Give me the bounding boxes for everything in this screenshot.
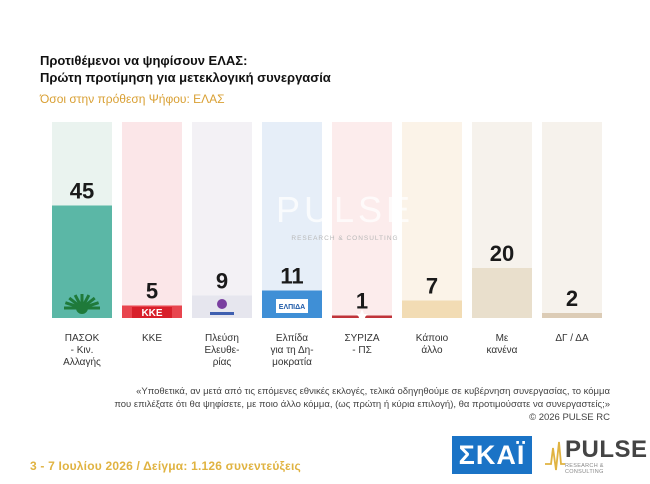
category-label: κανένα: [487, 344, 518, 356]
bar-chart: PULSE RESEARCH & CONSULTING 45 ΠΑΣΟΚ- Κιν.Α…: [52, 122, 602, 368]
category-label: Ελευθε-: [205, 345, 240, 356]
kke-logo-text: ΚΚΕ: [141, 308, 162, 319]
skai-logo: ΣΚΑΪ: [452, 436, 532, 474]
note-line-1: «Υποθετικά, αν μετά από τις επόμενες εθν…: [136, 386, 610, 397]
bar-value-label: 2: [566, 286, 578, 311]
bar: [402, 300, 462, 318]
column-background: [542, 122, 602, 318]
bar: [542, 313, 602, 318]
category-label: Με: [496, 333, 509, 344]
elpida-logo-text: ΕΛΠΙΔΑ: [279, 304, 305, 311]
category-label: μοκρατία: [272, 356, 312, 368]
bar: [472, 268, 532, 318]
category-label: - Κιν.: [71, 345, 94, 356]
pulse-logo-word: PULSE: [565, 436, 648, 463]
column-background: [332, 122, 392, 318]
bar-value-label: 45: [70, 179, 94, 204]
plefsi-logo-bar: [210, 312, 234, 315]
title-line-2: Πρώτη προτίμηση για μετεκλογική συνεργασ…: [40, 70, 331, 85]
category-label: ΚΚΕ: [142, 333, 162, 344]
category-label: ρίας: [213, 356, 232, 368]
copyright: © 2026 PULSE RC: [529, 412, 610, 423]
pulse-logo-tagline: RESEARCH & CONSULTING: [565, 463, 604, 475]
column-background: [122, 122, 182, 318]
bar-value-label: 11: [280, 264, 303, 289]
fieldwork-footer: 3 - 7 Ιουλίου 2026 / Δείγμα: 1.126 συνεν…: [30, 459, 301, 473]
bar-value-label: 5: [146, 279, 158, 304]
watermark-word: PULSE: [276, 189, 414, 230]
pulse-logo: PULSE RESEARCH & CONSULTING: [545, 436, 647, 475]
bar-value-label: 9: [216, 269, 228, 294]
category-label: - ΠΣ: [352, 345, 372, 356]
watermark-tagline: RESEARCH & CONSULTING: [291, 235, 398, 242]
column-background: [262, 122, 322, 318]
title-line-1: Προτιθέμενοι να ψηφίσουν ΕΛΑΣ:: [40, 53, 248, 68]
category-label: ΠΑΣΟΚ: [65, 333, 100, 344]
category-label: για τη Δη-: [270, 345, 313, 356]
bar-value-label: 20: [490, 241, 514, 266]
syriza-star-icon: [356, 309, 368, 321]
category-label: Κάποιο: [416, 332, 449, 344]
chart-subtitle: Όσοι στην πρόθεση Ψήφου: ΕΛΑΣ: [40, 92, 225, 106]
category-label: Αλλαγής: [63, 356, 101, 368]
category-label: Ελπίδα: [276, 332, 308, 344]
category-label: άλλο: [421, 344, 443, 356]
pasok-sun-icon: [76, 302, 88, 314]
question-note: «Υποθετικά, αν μετά από τις επόμενες εθν…: [30, 385, 610, 424]
chart-title: Προτιθέμενοι να ψηφίσουν ΕΛΑΣ: Πρώτη προ…: [40, 52, 331, 86]
kke-logo-box: [132, 307, 172, 318]
category-label: Πλεύση: [205, 332, 239, 344]
bar-value-label: 1: [356, 289, 368, 314]
pulse-wave-icon: [545, 441, 565, 471]
plefsi-logo-icon: [217, 299, 227, 309]
column-background: [192, 122, 252, 318]
category-label: ΣΥΡΙΖΑ: [344, 333, 379, 344]
bar-value-label: 7: [426, 274, 438, 299]
note-line-2: που επιλέξατε ότι θα ψηφίσετε, με ποιο ά…: [114, 399, 610, 410]
column-background: [402, 122, 462, 318]
elpida-logo-box: [276, 299, 308, 313]
category-label: ΔΓ / ΔΑ: [555, 333, 589, 344]
